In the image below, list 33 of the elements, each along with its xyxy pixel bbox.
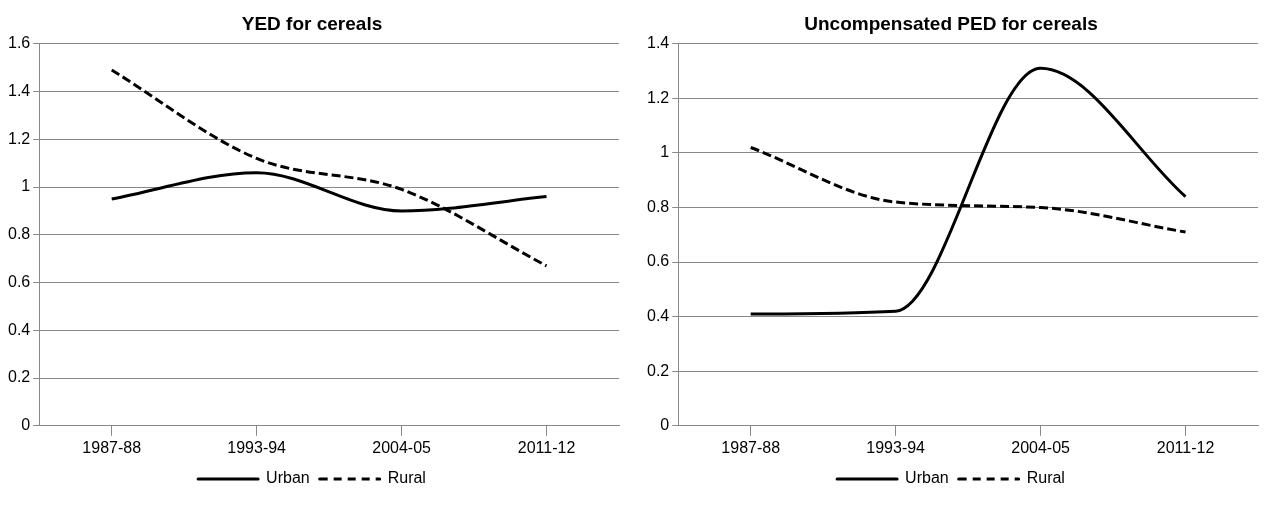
y-tick-label: 0 (660, 416, 670, 434)
x-tick-label: 2011-12 (1156, 438, 1215, 456)
y-tick-label: 0.8 (646, 197, 670, 215)
x-tick-label: 2004-05 (1011, 438, 1071, 456)
y-tick-label: 1 (21, 177, 31, 195)
y-tick-label: 1.2 (7, 129, 31, 147)
legend-label: Urban (266, 469, 310, 487)
y-tick-label: 1.6 (7, 34, 31, 52)
legend-label: Urban (905, 469, 949, 487)
line-series (110, 68, 549, 268)
y-tick-label: 1 (660, 143, 670, 161)
x-tick-label: 1987-88 (82, 438, 142, 456)
y-tick-label: 0.2 (7, 368, 31, 386)
legend-label: Rural (387, 469, 426, 487)
y-tick-label: 0 (21, 416, 31, 434)
x-tick-label: 2011-12 (517, 438, 576, 456)
x-tick-label: 1993-94 (227, 438, 287, 456)
x-tick-label: 1993-94 (866, 438, 926, 456)
y-tick-label: 0.6 (646, 252, 670, 270)
y-tick-label: 1.2 (646, 88, 670, 106)
y-tick-label: 0.6 (7, 272, 31, 290)
y-tick-label: 0.4 (646, 307, 670, 325)
y-tick-label: 0.2 (646, 361, 670, 379)
x-tick-label: 1987-88 (721, 438, 781, 456)
y-tick-label: 1.4 (7, 81, 31, 99)
x-tick-label: 2004-05 (372, 438, 432, 456)
y-tick-label: 1.4 (646, 34, 670, 52)
chart-title: Uncompensated PED for cereals (804, 12, 1098, 34)
chart-title: YED for cereals (241, 12, 383, 34)
legend-label: Rural (1026, 469, 1065, 487)
y-tick-label: 0.4 (7, 320, 31, 338)
y-tick-label: 0.8 (7, 225, 31, 243)
line-series (749, 66, 1188, 316)
